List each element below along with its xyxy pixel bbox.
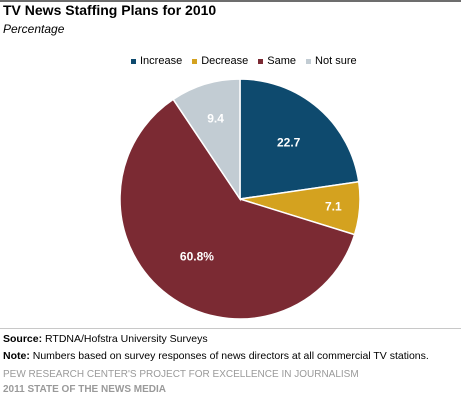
legend-label-increase: Increase xyxy=(140,55,183,67)
legend-label-decrease: Decrease xyxy=(201,55,249,67)
note-label: Note: xyxy=(3,350,30,362)
note-line: Note: Numbers based on survey responses … xyxy=(3,350,429,362)
top-rule xyxy=(0,0,461,2)
pie-slice-increase xyxy=(239,78,360,200)
legend-item-decrease: Decrease xyxy=(192,55,248,67)
data-label-not-sure: 9.4 xyxy=(207,112,224,126)
legend-swatch-same xyxy=(258,58,264,64)
chart-legend: Increase Decrease Same Not sure xyxy=(131,55,367,67)
pie-slice-not-sure xyxy=(172,78,241,202)
chart-subtitle: Percentage xyxy=(3,22,65,36)
pie-chart: 22.7 7.1 60.8% 9.4 xyxy=(119,78,361,320)
source-label: Source: xyxy=(3,333,43,345)
data-label-decrease: 7.1 xyxy=(325,199,342,213)
note-text: Numbers based on survey responses of new… xyxy=(29,350,429,362)
legend-swatch-decrease xyxy=(192,58,198,64)
org-credit: PEW RESEARCH CENTER'S PROJECT FOR EXCELL… xyxy=(3,369,359,380)
legend-swatch-increase xyxy=(131,58,136,64)
legend-item-same: Same xyxy=(258,55,296,67)
data-label-increase: 22.7 xyxy=(277,136,301,150)
legend-label-not-sure: Not sure xyxy=(315,55,357,67)
legend-swatch-not-sure xyxy=(306,58,312,64)
legend-label-same: Same xyxy=(267,55,297,67)
legend-item-not-sure: Not sure xyxy=(306,55,357,67)
pie-slice-same xyxy=(119,98,356,320)
chart-title: TV News Staffing Plans for 2010 xyxy=(3,2,217,18)
report-credit: 2011 STATE OF THE NEWS MEDIA xyxy=(3,384,166,395)
data-label-same: 60.8% xyxy=(180,250,214,264)
legend-item-increase: Increase xyxy=(131,55,182,67)
source-text: RTDNA/Hofstra University Surveys xyxy=(42,333,208,345)
source-line: Source: RTDNA/Hofstra University Surveys xyxy=(3,333,208,345)
footer-divider xyxy=(0,328,461,329)
